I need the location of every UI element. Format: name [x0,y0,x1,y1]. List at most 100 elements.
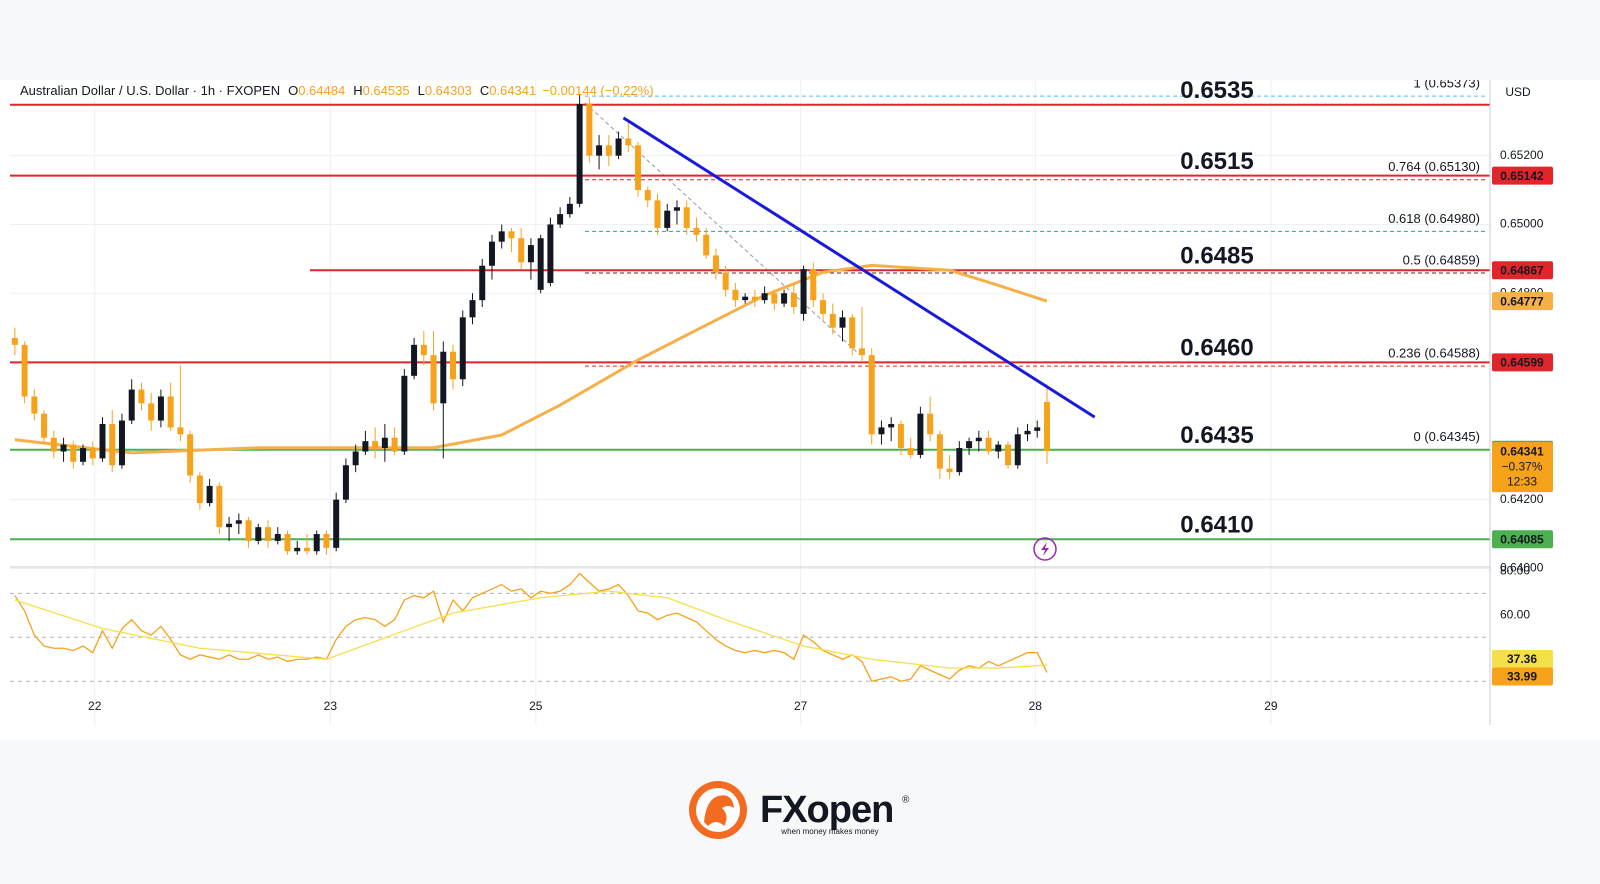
candle-body [50,437,57,452]
rsi-tag-bg [1492,667,1553,686]
rsi-ma-line [14,590,1048,669]
candle-body [31,396,38,414]
rsi-tick-label: 60.00 [1500,607,1530,621]
candle-body [469,300,476,318]
level-tag-bg [1492,530,1553,549]
candle-body [625,138,632,146]
level-tag-bg [1492,261,1553,280]
x-tick-label: 22 [88,699,102,713]
candle-body [907,448,914,455]
candle-body [118,420,125,466]
candle-body [303,547,310,552]
candle-body [781,293,788,304]
candle-body [712,255,719,273]
price-tags: 0.651420.648670.645990.643450.640850.647… [1492,166,1553,686]
level-tag: 0.65142 [1500,169,1544,183]
candle-body [80,448,87,462]
candle-body [771,293,778,304]
candle-body [21,344,28,397]
candle-body [742,296,749,301]
candle-body [732,289,739,301]
level-label: 0.6435 [1180,422,1253,449]
candle-body [547,224,554,283]
candle-body [897,423,904,449]
candle-body [99,423,106,459]
level-tag-bg [1492,353,1553,372]
candle-body [800,269,807,314]
candle-body [683,207,690,228]
candle-body [615,138,622,156]
candle-body [888,423,895,428]
main-pane: 1 (0.65373) 0.764 (0.65130) 0.618 (0.64980… [10,77,1490,555]
rsi-tick-label: 80.00 [1500,564,1530,578]
candle-body [664,210,671,228]
fib-label: 0.236 (0.64588) [1388,346,1480,361]
candle-body [790,293,797,308]
candle-body [635,145,642,191]
candle-body [167,396,174,428]
candle-body [644,190,651,201]
level-label: 0.6515 [1180,148,1253,175]
level-label: 0.6460 [1180,335,1253,362]
candle-body [440,351,447,404]
candle-body [1024,430,1031,435]
grid [10,80,1490,725]
rsi-tag: 33.99 [1507,670,1537,684]
countdown: 12:33 [1507,474,1537,488]
last-price-bg [1492,442,1553,493]
y-tick-label: 0.64000 [1500,561,1544,575]
level-label: 0.6535 [1180,77,1253,104]
rsi-ma-tag: 37.36 [1507,652,1537,666]
candle-body [401,375,408,452]
candle-body [820,300,827,314]
candle-body [557,214,564,225]
candle-body [255,527,262,541]
fib-label: 0.764 (0.65130) [1388,159,1480,174]
candle-body [1005,444,1012,466]
candle-body [109,423,116,466]
candle-body [839,317,846,328]
brand: FXopen [760,789,893,831]
y-tick-label: 0.64200 [1500,492,1544,506]
chart-panel [0,80,1600,740]
candle-body [654,200,661,228]
level-tag-bg [1492,166,1553,185]
candle-body [479,265,486,301]
candle-body [352,451,359,466]
registered-mark: ® [902,795,910,806]
candle-body [381,437,388,449]
last-change: −0.37% [1501,459,1542,473]
trendline [622,116,1096,419]
candle-body [323,534,330,548]
candle-body [226,523,233,528]
rsi-ma-tag-bg [1492,650,1553,669]
candle-body [693,227,700,235]
change: −0.00144 (−0.22%) [542,83,653,98]
ohlc-label: H [353,83,362,98]
candle-body [956,448,963,473]
candle-body [372,441,379,449]
candle-body [673,207,680,211]
rsi-pane [10,572,1490,682]
candle-body [576,104,583,204]
rsi-line [14,572,1048,682]
ohlc-value: 0.64341 [489,83,536,98]
candle-body [157,396,164,421]
ohlc-label: O [288,83,298,98]
candle-body [849,317,856,349]
candle-body [1043,401,1050,452]
candle-body [128,389,135,421]
candle-body [342,465,349,500]
candle-body [313,534,320,552]
candle-body [722,272,729,290]
candle-body [975,437,982,442]
x-tick-label: 25 [529,699,543,713]
candle-body [177,427,184,435]
candle-body [89,448,96,459]
header: Australian Dollar / U.S. Dollar · 1h · F… [20,83,654,98]
candle-body [868,355,875,435]
candle-body [391,437,398,452]
candle-body [411,344,418,376]
x-tick-label: 27 [794,699,808,713]
